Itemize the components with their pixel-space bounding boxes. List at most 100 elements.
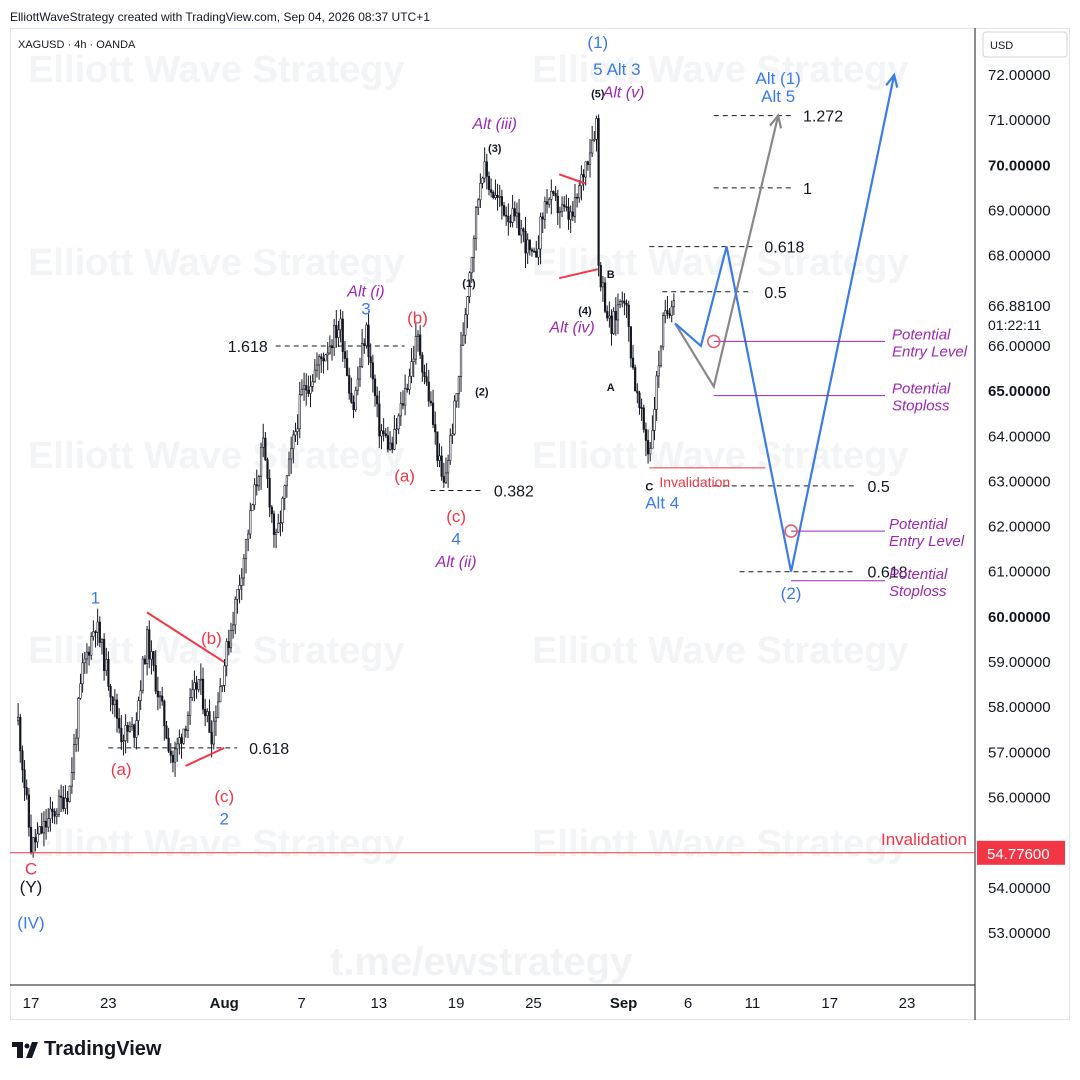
candle-body [395, 428, 398, 431]
candle-body [330, 345, 334, 349]
candle-body [19, 717, 22, 752]
candle-body [242, 557, 245, 579]
candle-body [563, 204, 566, 207]
candle-body [453, 400, 456, 435]
candle-body [111, 696, 114, 706]
candle-body [38, 826, 41, 835]
candle-body [416, 334, 420, 337]
candle-body [137, 700, 140, 721]
watermark-text: Elliott Wave Strategy [28, 242, 405, 284]
candle-body [311, 381, 314, 387]
tradingview-logo[interactable]: TradingView [12, 1038, 161, 1061]
price-tick-label: 62.00000 [988, 519, 1051, 536]
candle-body [569, 211, 572, 220]
alternate-scenario-path-arrowhead [769, 113, 783, 129]
candle-body [296, 428, 299, 432]
wave-label: 5 [593, 60, 602, 79]
candle-body [543, 201, 546, 220]
candle-body [487, 176, 491, 190]
trade-level-label: Potential [892, 381, 951, 398]
candle-body [612, 311, 615, 334]
candle-body [81, 662, 84, 685]
candle-body [535, 250, 538, 258]
candle-body [350, 392, 353, 403]
candle-body [494, 194, 497, 198]
wave-label: (3) [488, 143, 502, 155]
candle-body [51, 808, 54, 812]
candle-body [53, 811, 56, 817]
candle-body [410, 361, 413, 377]
candle-body [444, 472, 448, 483]
candle-body [481, 177, 484, 184]
candle-body [277, 523, 280, 533]
candle-body [27, 794, 30, 828]
candle-body [619, 301, 622, 306]
invalidation-label: Invalidation [659, 474, 730, 490]
candle-body [505, 214, 508, 217]
wave-label: Alt (iii) [472, 116, 517, 133]
candle-body [236, 589, 239, 600]
currency-badge[interactable] [982, 31, 1068, 58]
candle-body [292, 434, 295, 449]
candle-body [335, 325, 338, 338]
triangle-trendline [558, 173, 586, 185]
candle-body [154, 665, 157, 692]
candle-body [191, 689, 194, 698]
candle-body [584, 161, 587, 178]
candle-body [90, 636, 93, 656]
fib-level-label: 0.618 [764, 240, 804, 257]
candle-body [391, 442, 394, 450]
candle-body [34, 837, 37, 843]
watermark-text: Elliott Wave Strategy [532, 435, 909, 477]
price-tick-label: 66.00000 [988, 338, 1051, 355]
candle-body [664, 310, 667, 316]
candle-body [322, 358, 325, 362]
candle-body [163, 700, 166, 727]
candle-body [186, 715, 190, 731]
candle-body [152, 651, 155, 666]
chart-frame [10, 28, 1070, 1020]
candle-body [406, 388, 409, 390]
candle-body [449, 435, 452, 461]
candle-body [44, 820, 48, 828]
candle-body [550, 191, 553, 200]
time-tick-label: Sep [610, 995, 638, 1012]
time-tick-label: 6 [684, 995, 692, 1012]
candle-body [178, 737, 181, 745]
candle-body [333, 325, 336, 349]
candle-body [126, 725, 129, 732]
candle-body [113, 699, 116, 706]
wave-label: Alt 3 [607, 60, 641, 79]
trade-level-label: Stoploss [892, 398, 950, 415]
wave-label: Alt (ii) [435, 554, 477, 571]
wave-label: 3 [361, 299, 370, 318]
candle-body [279, 522, 282, 525]
candle-body [227, 641, 230, 649]
price-tick-label: 68.00000 [988, 248, 1051, 265]
candle-body [120, 727, 123, 742]
wave-label: (a) [111, 760, 132, 779]
trade-level-label: Potential [892, 326, 951, 343]
candle-body [603, 282, 607, 312]
candle-body [367, 324, 370, 358]
candle-body [373, 378, 377, 397]
candle-body [354, 389, 357, 410]
candle-body [268, 478, 271, 508]
candle-body [361, 343, 364, 367]
candle-body [588, 152, 592, 165]
price-tick-label: 64.00000 [988, 428, 1051, 445]
candle-body [105, 658, 108, 671]
candle-body [533, 250, 536, 253]
candle-body [636, 390, 639, 394]
candle-body [285, 475, 288, 487]
price-tick-label: 71.00000 [988, 112, 1051, 129]
trade-level-label: Potential [889, 516, 948, 533]
wave-label: (1) [587, 33, 608, 52]
triangle-trendline [558, 268, 599, 280]
candle-body [182, 728, 185, 744]
candle-body [307, 389, 310, 394]
time-tick-label: 23 [899, 995, 916, 1012]
candle-body [509, 221, 512, 224]
wave-label: (Y) [20, 877, 43, 896]
